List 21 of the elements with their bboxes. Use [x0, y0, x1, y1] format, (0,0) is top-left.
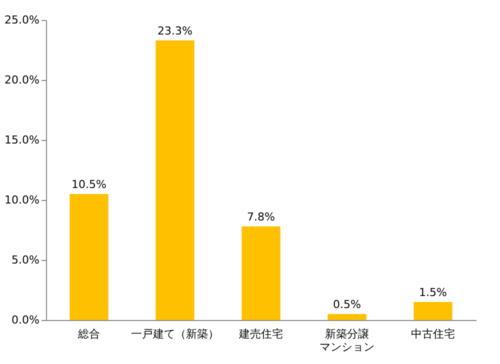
y-tick-label: 25.0%: [4, 14, 40, 26]
data-label: 10.5%: [72, 178, 106, 191]
y-tick-label: 15.0%: [4, 134, 40, 146]
x-tick-label: 一戸建て（新築）: [131, 328, 219, 340]
bar: [156, 40, 194, 320]
x-tick-label: 新築分譲マンション: [320, 328, 374, 354]
x-tick-label: 総合: [77, 328, 100, 340]
x-tick-label: 中古住宅: [411, 328, 455, 340]
bar: [414, 302, 452, 320]
y-tick-label: 0.0%: [12, 314, 40, 326]
bar: [70, 194, 108, 320]
x-tick-label: 建売住宅: [238, 328, 283, 340]
data-label: 23.3%: [158, 24, 192, 38]
y-tick-label: 5.0%: [12, 254, 40, 266]
data-label: 1.5%: [419, 286, 447, 299]
data-label: 0.5%: [333, 298, 361, 311]
bar: [328, 314, 366, 320]
bar: [242, 226, 280, 320]
y-tick-label: 20.0%: [4, 74, 40, 86]
data-label: 7.8%: [247, 210, 275, 224]
y-tick-label: 10.0%: [4, 194, 40, 206]
